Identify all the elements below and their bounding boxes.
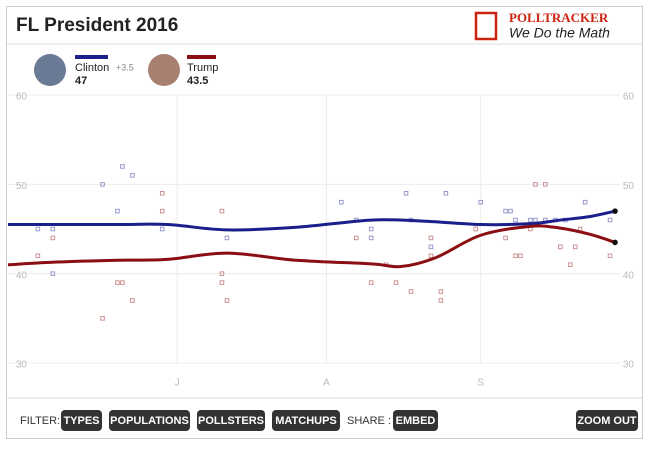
trend-line [7, 209, 616, 232]
poll-point [438, 289, 444, 294]
poll-point [582, 199, 588, 205]
button-label[interactable]: POLLSTERS [198, 415, 264, 427]
y-tick-label: 40 [623, 270, 635, 281]
button-label[interactable]: POPULATIONS [110, 415, 189, 427]
logo: POLLTRACKER We Do the Math [474, 10, 610, 41]
legend-name: Clinton [75, 62, 109, 74]
poll-point [513, 253, 518, 259]
poll-point [443, 190, 449, 196]
chart-title: FL President 2016 [16, 15, 178, 36]
avatar [34, 54, 66, 86]
filter-label: FILTER: [20, 415, 60, 427]
x-tick-label: J [175, 378, 180, 389]
trend-line [7, 224, 616, 269]
poll-point [428, 235, 434, 241]
poll-point [518, 253, 523, 259]
poll-point [428, 253, 434, 259]
filter-button[interactable]: POLLSTERS [197, 410, 265, 431]
poll-point [50, 271, 56, 276]
toolbar: FILTER: TYPES POPULATIONS POLLSTERS MATC… [20, 410, 638, 431]
end-point [612, 239, 618, 246]
poll-point [557, 244, 563, 250]
poll-point [473, 226, 479, 232]
poll-point [368, 280, 374, 285]
logo-tagline: We Do the Math [509, 25, 610, 41]
poll-point [130, 173, 135, 178]
poll-point [100, 316, 105, 321]
poll-point [120, 164, 125, 169]
poll-point [353, 235, 359, 241]
poll-point [503, 208, 508, 214]
poll-point [50, 226, 56, 232]
y-tick-label: 60 [16, 92, 28, 103]
poll-point [503, 235, 508, 241]
poll-point [159, 190, 165, 196]
poll-point [100, 182, 105, 187]
poll-point [219, 208, 225, 214]
plot: 30 30 40 40 50 50 60 60 J A S [7, 92, 635, 389]
embed-button[interactable]: EMBED [393, 410, 438, 431]
end-point [612, 208, 618, 214]
poll-point [393, 280, 399, 285]
poll-point [528, 217, 533, 223]
poll-point [35, 226, 41, 232]
poll-point [533, 182, 538, 187]
avatar [148, 54, 180, 86]
poll-point [339, 199, 344, 205]
button-label[interactable]: MATCHUPS [275, 415, 337, 427]
poll-point [607, 253, 613, 259]
legend-lead: +3.5 [116, 62, 134, 72]
poll-point [438, 298, 444, 303]
poll-point [408, 289, 414, 294]
poll-point [428, 244, 434, 250]
poll-point [115, 208, 120, 214]
y-tick-label: 30 [16, 360, 28, 371]
y-tick-label: 40 [16, 270, 28, 281]
poll-point [219, 271, 225, 276]
poll-point [513, 217, 518, 223]
legend: Clinton +3.5 47 Trump 43.5 [34, 54, 218, 87]
y-tick-label: 60 [623, 92, 635, 103]
poll-point [219, 280, 225, 285]
poll-point [50, 235, 56, 241]
poll-point [224, 235, 230, 241]
filter-button[interactable]: POPULATIONS [109, 410, 190, 431]
poll-point [35, 253, 41, 259]
button-label[interactable]: ZOOM OUT [577, 415, 637, 427]
poll-point [403, 190, 409, 196]
logo-text: POLLTRACKER [509, 10, 609, 25]
y-tick-label: 50 [623, 181, 635, 192]
legend-value: 43.5 [187, 75, 208, 87]
poll-point [130, 298, 135, 303]
poll-point [543, 182, 548, 187]
zoom-button[interactable]: ZOOM OUT [576, 410, 638, 431]
legend-value: 47 [75, 75, 87, 87]
poll-point [368, 226, 374, 232]
x-tick-label: S [477, 378, 484, 389]
filter-button[interactable]: MATCHUPS [272, 410, 340, 431]
poll-point [159, 226, 165, 232]
poll-point [607, 217, 613, 223]
y-tick-label: 30 [623, 360, 635, 371]
poll-point [159, 208, 165, 214]
share-label: SHARE : [347, 415, 391, 427]
poll-point [120, 280, 125, 285]
logo-mark [474, 11, 498, 41]
button-label[interactable]: EMBED [396, 415, 436, 427]
poll-point [572, 244, 578, 250]
poll-point [368, 235, 374, 241]
x-tick-label: A [323, 378, 330, 389]
poll-point [567, 262, 573, 268]
y-tick-label: 50 [16, 181, 28, 192]
poll-point [115, 280, 120, 285]
poll-point [478, 199, 483, 205]
poll-point [224, 298, 230, 303]
poll-point [508, 208, 513, 214]
legend-name: Trump [187, 62, 218, 74]
button-label[interactable]: TYPES [63, 415, 99, 427]
filter-button[interactable]: TYPES [61, 410, 102, 431]
